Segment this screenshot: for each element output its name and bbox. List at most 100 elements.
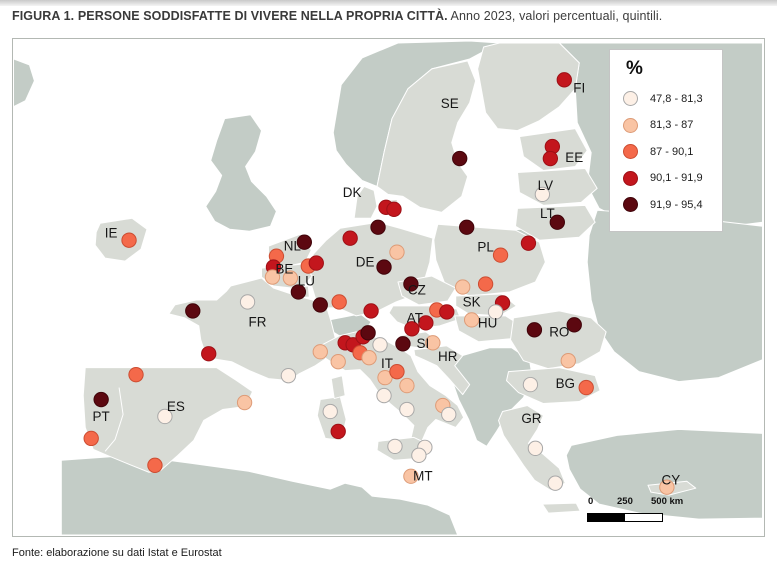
country-label-ie: IE — [105, 226, 118, 241]
country-label-gr: GR — [521, 411, 541, 426]
city-dot-q3 — [492, 247, 509, 263]
country-label-cz: CZ — [408, 282, 426, 297]
city-dot-q4 — [556, 72, 572, 88]
scale-bar-filled-segment — [588, 514, 625, 521]
city-dot-q4 — [330, 423, 346, 440]
city-dot-q4 — [520, 235, 537, 251]
city-dot-q4 — [404, 321, 420, 337]
city-dot-q1 — [387, 438, 403, 455]
city-dot-q2 — [389, 244, 405, 260]
city-dot-q1 — [527, 440, 544, 457]
city-dot-q3 — [477, 276, 494, 292]
country-label-lv: LV — [538, 178, 553, 193]
country-label-si: SI — [417, 336, 430, 351]
legend-label-q3: 87 - 90,1 — [650, 145, 694, 158]
city-dot-q5 — [290, 284, 307, 300]
legend-swatch-q2 — [623, 117, 638, 133]
city-dot-q3 — [331, 294, 347, 310]
scale-bar-empty-segment — [625, 514, 662, 521]
scale-tick-0: 0 — [588, 496, 594, 507]
legend-label-q2: 81,3 - 87 — [650, 119, 694, 131]
land-italy — [316, 331, 465, 444]
city-dot-q5 — [549, 214, 565, 230]
legend-label-q5: 91,9 - 95,4 — [650, 198, 703, 211]
city-dot-q2 — [425, 335, 441, 351]
city-dot-q4 — [418, 315, 434, 331]
country-label-cy: CY — [662, 473, 681, 488]
country-label-fr: FR — [249, 314, 267, 329]
city-dot-q2 — [361, 350, 377, 366]
country-label-pl: PL — [477, 240, 494, 255]
land-iceland-edge — [13, 58, 35, 108]
figure-title-main: FIGURA 1. PERSONE SODDISFATTE DI VIVERE … — [12, 9, 448, 23]
land-sweden — [376, 60, 477, 213]
city-dot-q3 — [128, 366, 144, 383]
scale-tick-250: 250 — [617, 496, 633, 507]
city-dot-q1 — [280, 367, 297, 384]
land-belarus-ukraine — [586, 209, 763, 383]
city-dot-q4 — [308, 255, 324, 271]
legend-row: 81,3 - 87 — [623, 117, 716, 133]
city-dot-q5 — [395, 336, 411, 352]
city-dot-q5 — [376, 259, 392, 275]
country-label-lt: LT — [540, 206, 555, 221]
land-ireland — [94, 217, 148, 262]
land-denmark — [353, 185, 378, 219]
legend-row: 91,9 - 95,4 — [623, 197, 716, 212]
country-label-de: DE — [356, 255, 375, 270]
city-dots-layer — [83, 72, 675, 495]
map-legend: % 47,8 - 81,3 81,3 - 87 87 - 90,1 90,1 -… — [609, 49, 723, 232]
city-dot-q1 — [239, 294, 256, 310]
scale-bar: 0 250 500 km — [587, 496, 687, 532]
legend-label-q4: 90,1 - 91,9 — [650, 172, 703, 184]
source-note: Fonte: elaborazione su dati Istat e Euro… — [12, 547, 222, 559]
land-north-africa — [60, 454, 459, 536]
city-dot-q5 — [566, 317, 582, 333]
city-dot-q2 — [399, 377, 415, 394]
legend-title: % — [626, 58, 643, 79]
city-dot-q5 — [296, 234, 313, 250]
country-label-se: SE — [441, 96, 459, 111]
city-dot-q2 — [560, 353, 576, 369]
land-finland — [477, 42, 580, 132]
city-dot-q4 — [386, 201, 402, 217]
city-dot-q2 — [455, 279, 471, 295]
city-dot-q5 — [403, 276, 419, 292]
city-dot-q5 — [526, 322, 543, 338]
figure-title: FIGURA 1. PERSONE SODDISFATTE DI VIVERE … — [12, 9, 769, 23]
city-dot-q2 — [330, 354, 346, 370]
city-dot-q1 — [372, 337, 388, 353]
city-dot-q1 — [534, 186, 551, 203]
city-dot-q2 — [403, 468, 419, 484]
city-dot-q1 — [487, 304, 504, 320]
city-dot-q1 — [322, 403, 338, 420]
city-dot-q1 — [441, 406, 457, 423]
country-label-it: IT — [381, 356, 393, 371]
country-label-bg: BG — [556, 376, 575, 391]
city-dot-q4 — [363, 303, 379, 319]
city-dot-q2 — [264, 269, 281, 285]
land-latvia — [516, 167, 598, 206]
city-dot-q3 — [147, 457, 163, 473]
country-label-at: AT — [407, 310, 423, 325]
city-dot-q5 — [360, 325, 376, 341]
country-label-be: BE — [275, 262, 293, 277]
city-dot-q1 — [376, 387, 392, 404]
legend-swatch-q1 — [623, 91, 638, 106]
country-label-sk: SK — [463, 294, 481, 309]
country-label-lu: LU — [298, 274, 315, 289]
city-dot-q1 — [399, 401, 415, 418]
land-romania — [510, 310, 607, 370]
figure-title-sub: Anno 2023, valori percentuali, quintili. — [447, 9, 663, 23]
border-portugal-spain — [104, 387, 124, 452]
legend-row: 47,8 - 81,3 — [623, 91, 716, 106]
land-crete — [541, 502, 581, 514]
land-bulgaria — [506, 367, 601, 405]
country-label-ro: RO — [549, 324, 569, 339]
city-dot-q5 — [185, 303, 201, 319]
city-dot-q5 — [370, 219, 386, 235]
europe-map-panel: IE FR ES PT NL BE LU DE DK SE FI EE LV LT PL CZ SK AT HU SI… — [12, 38, 765, 537]
country-label-fi: FI — [573, 80, 585, 95]
country-labels-layer: IE FR ES PT NL BE LU DE DK SE FI EE LV LT PL CZ SK AT HU SI… — [93, 80, 681, 487]
scale-tick-500: 500 km — [651, 496, 684, 507]
